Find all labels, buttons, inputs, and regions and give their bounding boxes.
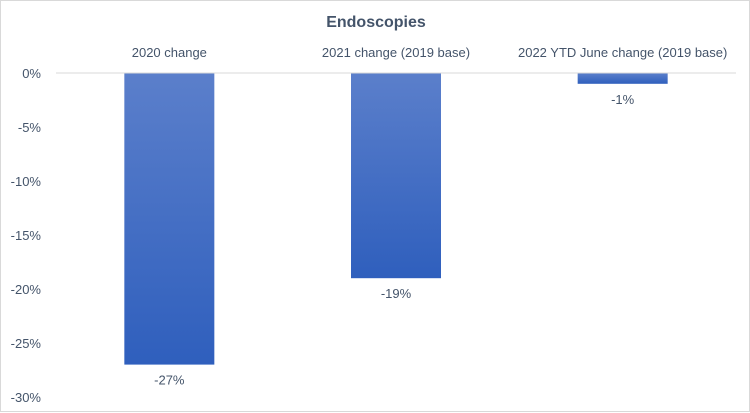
y-tick-label: -30% (11, 390, 42, 405)
category-label: 2021 change (2019 base) (322, 45, 470, 60)
chart-title: Endoscopies (326, 14, 426, 31)
data-label: -19% (381, 286, 412, 301)
category-label: 2022 YTD June change (2019 base) (518, 45, 727, 60)
y-tick-label: -5% (18, 120, 42, 135)
category-label: 2020 change (132, 45, 207, 60)
data-label: -1% (611, 92, 635, 107)
data-label: -27% (154, 373, 185, 388)
y-tick-label: -20% (11, 282, 42, 297)
bar (124, 73, 215, 365)
data-labels: -27% -19% -1% (154, 92, 635, 388)
y-tick-label: -15% (11, 228, 42, 243)
bar (351, 73, 441, 279)
y-tick-label: -25% (11, 336, 42, 351)
category-labels: 2020 change 2021 change (2019 base) 2022 Y… (132, 45, 728, 60)
y-axis-ticks: 0% -5% -10% -15% -20% -25% -30% (11, 66, 42, 405)
bar (577, 73, 668, 84)
bars (124, 73, 668, 365)
y-tick-label: 0% (22, 66, 41, 81)
y-tick-label: -10% (11, 174, 42, 189)
